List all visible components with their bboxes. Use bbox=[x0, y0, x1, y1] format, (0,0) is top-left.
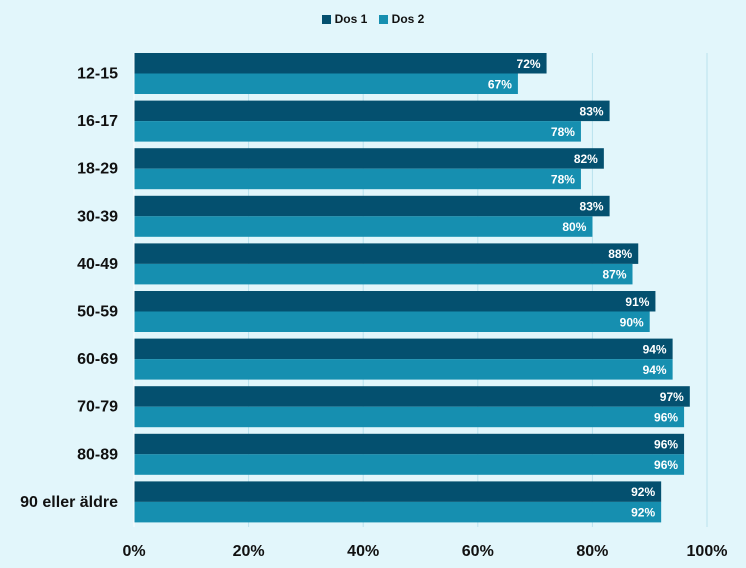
category-label: 12-15 bbox=[77, 66, 118, 83]
data-label: 83% bbox=[580, 200, 604, 214]
data-label: 94% bbox=[643, 363, 667, 377]
category-label: 80-89 bbox=[77, 446, 118, 463]
bar-dos1 bbox=[134, 53, 547, 74]
legend: Dos 1 Dos 2 bbox=[0, 12, 746, 26]
bar-dos2 bbox=[134, 121, 581, 142]
bar-dos1 bbox=[134, 100, 610, 122]
category-label: 30-39 bbox=[77, 208, 118, 225]
data-label: 92% bbox=[631, 506, 655, 520]
data-label: 90% bbox=[620, 315, 644, 329]
category-label: 50-59 bbox=[77, 304, 118, 321]
legend-swatch-dos2 bbox=[378, 15, 388, 24]
x-tick-label: 0% bbox=[122, 543, 145, 560]
bar-dos1 bbox=[134, 243, 639, 264]
bar-dos2 bbox=[134, 168, 581, 190]
bar-dos1 bbox=[134, 481, 662, 502]
data-label: 87% bbox=[602, 268, 626, 282]
legend-item-dos1: Dos 1 bbox=[321, 12, 368, 26]
bar-dos2 bbox=[134, 311, 650, 332]
legend-swatch-dos1 bbox=[321, 15, 331, 24]
data-label: 94% bbox=[643, 342, 667, 356]
data-label: 72% bbox=[517, 57, 541, 71]
data-label: 92% bbox=[631, 485, 655, 499]
data-label: 96% bbox=[654, 438, 678, 452]
bar-dos2 bbox=[134, 454, 685, 475]
data-label: 78% bbox=[551, 125, 575, 139]
bar-dos1 bbox=[134, 338, 673, 360]
bar-dos1 bbox=[134, 195, 610, 217]
category-label: 70-79 bbox=[77, 399, 118, 416]
data-label: 67% bbox=[488, 77, 512, 91]
category-label: 40-49 bbox=[77, 256, 118, 273]
bar-dos2 bbox=[134, 73, 518, 94]
category-label: 90 eller äldre bbox=[20, 494, 118, 511]
bar-dos2 bbox=[134, 406, 685, 428]
data-label: 80% bbox=[562, 220, 586, 234]
data-label: 96% bbox=[654, 410, 678, 424]
legend-item-dos2: Dos 2 bbox=[378, 12, 425, 26]
data-label: 91% bbox=[625, 295, 649, 309]
x-tick-label: 80% bbox=[576, 543, 608, 560]
category-label: 18-29 bbox=[77, 161, 118, 178]
data-label: 82% bbox=[574, 152, 598, 166]
bar-dos2 bbox=[134, 359, 673, 380]
data-label: 83% bbox=[580, 104, 604, 118]
category-label: 60-69 bbox=[77, 351, 118, 368]
bar-dos1 bbox=[134, 386, 690, 407]
x-tick-label: 20% bbox=[233, 543, 265, 560]
data-label: 96% bbox=[654, 458, 678, 472]
bar-dos1 bbox=[134, 148, 604, 169]
bar-dos2 bbox=[134, 263, 633, 285]
x-tick-label: 60% bbox=[462, 543, 494, 560]
bar-dos1 bbox=[134, 291, 656, 312]
x-tick-label: 40% bbox=[347, 543, 379, 560]
data-label: 97% bbox=[660, 390, 684, 404]
category-label: 16-17 bbox=[77, 113, 118, 130]
data-label: 88% bbox=[608, 247, 632, 261]
bar-dos2 bbox=[134, 501, 662, 523]
legend-label-dos2: Dos 2 bbox=[391, 12, 425, 26]
legend-label-dos1: Dos 1 bbox=[334, 12, 368, 26]
bar-dos2 bbox=[134, 216, 593, 237]
x-tick-label: 100% bbox=[687, 543, 728, 560]
bar-dos1 bbox=[134, 433, 685, 455]
data-label: 78% bbox=[551, 172, 575, 186]
